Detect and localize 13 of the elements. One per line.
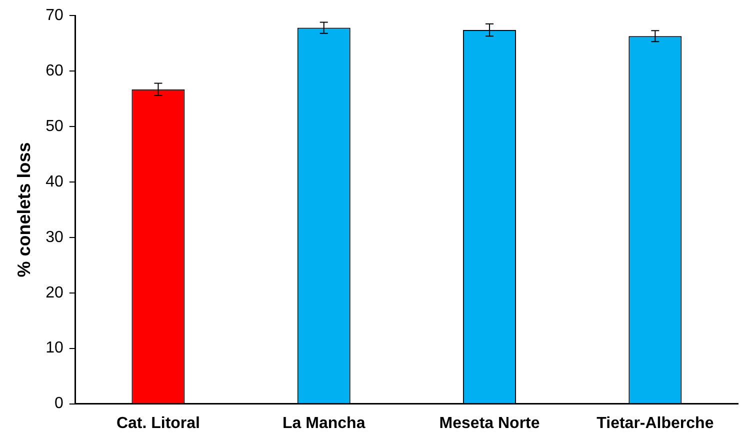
x-tick-label: Cat. Litoral xyxy=(116,414,200,432)
y-tick-label: 30 xyxy=(46,228,64,246)
y-tick-label: 20 xyxy=(46,284,64,302)
y-tick-label: 60 xyxy=(46,62,64,80)
x-tick-label: Meseta Norte xyxy=(439,414,540,432)
y-tick-label: 40 xyxy=(46,173,64,190)
y-tick-label: 10 xyxy=(46,340,64,357)
y-tick-label: 0 xyxy=(54,395,64,412)
y-tick-label: 70 xyxy=(46,7,64,24)
x-tick-label: Tietar-Alberche xyxy=(596,414,714,432)
y-axis-title: % conelets loss xyxy=(14,142,34,278)
y-tick-label: 50 xyxy=(46,118,64,135)
x-tick-label: La Mancha xyxy=(282,414,366,432)
